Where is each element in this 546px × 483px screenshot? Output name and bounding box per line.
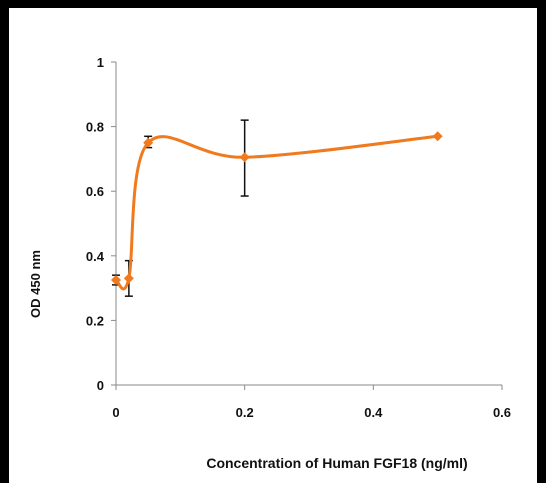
series-layer	[111, 131, 443, 291]
y-tick-label: 0	[97, 378, 104, 393]
y-tick-label: 1	[97, 55, 104, 70]
series-line	[114, 134, 438, 291]
y-tick-label: 0.4	[86, 249, 105, 264]
chart-svg: 0 0.2 0.4 0.6 0.8 1 0 0.2 0.4 0.6 Concentration o…	[28, 55, 511, 471]
x-axis-title: Concentration of Human FGF18 (ng/ml)	[206, 455, 467, 471]
x-tick-label: 0.6	[493, 405, 511, 420]
chart-panel: 0 0.2 0.4 0.6 0.8 1 0 0.2 0.4 0.6 Concentration o…	[9, 8, 537, 483]
y-tick-label: 0.8	[86, 120, 104, 135]
data-point-marker	[432, 131, 443, 142]
axes: 0 0.2 0.4 0.6 0.8 1 0 0.2 0.4 0.6	[86, 55, 511, 420]
x-tick-label: 0.2	[236, 405, 254, 420]
data-point-marker	[111, 275, 121, 286]
data-point-marker	[123, 273, 134, 284]
x-tick-label: 0.4	[364, 405, 383, 420]
data-point-marker	[239, 152, 250, 163]
y-axis-title: OD 450 nm	[28, 250, 43, 318]
y-tick-label: 0.2	[86, 313, 104, 328]
y-tick-label: 0.6	[86, 184, 104, 199]
x-tick-label: 0	[112, 405, 119, 420]
data-point-marker	[143, 137, 154, 148]
